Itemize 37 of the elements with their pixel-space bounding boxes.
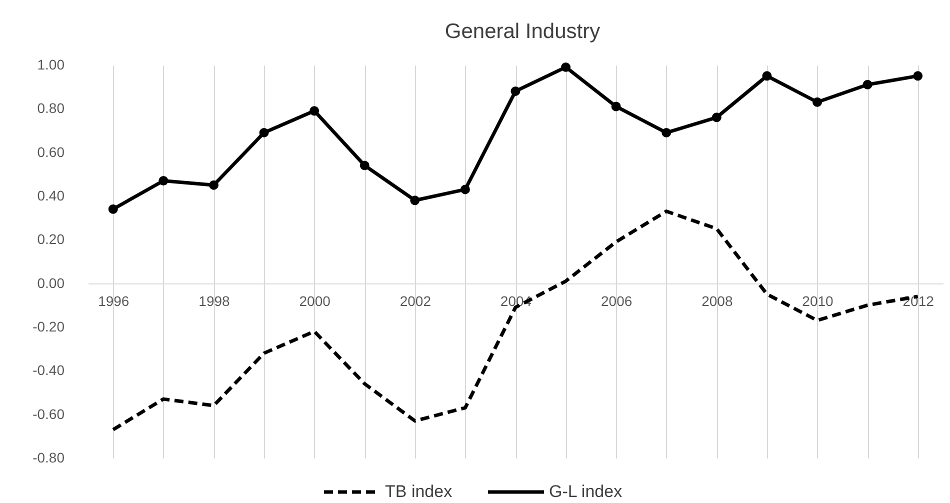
x-tick-label: 2006: [601, 292, 632, 309]
point: [158, 176, 168, 186]
y-tick-label: -0.60: [32, 406, 65, 422]
x-tick-label: 2002: [400, 292, 432, 309]
point: [862, 80, 872, 90]
point: [712, 112, 722, 122]
y-tick-label: -0.40: [32, 362, 65, 378]
y-tick-label: -0.20: [32, 318, 65, 334]
point: [762, 71, 772, 81]
x-tick-label: 1998: [198, 292, 230, 309]
y-tick-label: 0.20: [37, 231, 65, 248]
point: [611, 102, 621, 112]
point: [913, 71, 923, 81]
point: [510, 86, 520, 96]
point: [208, 180, 218, 190]
x-tick-label: 2000: [299, 292, 331, 309]
point: [259, 128, 269, 138]
point: [561, 62, 571, 72]
y-tick-label: 0.80: [37, 100, 65, 116]
chart-title: General Industry: [444, 20, 601, 43]
y-tick-label: 0.00: [37, 274, 65, 291]
point: [812, 97, 822, 107]
y-tick-label: 0.40: [37, 188, 65, 204]
point: [108, 204, 118, 214]
x-tick-label: 2008: [702, 292, 733, 309]
point: [460, 184, 470, 194]
point: [410, 196, 420, 206]
y-tick-label: 0.60: [37, 144, 65, 160]
y-tick-label: -0.80: [32, 450, 65, 466]
legend-label: TB index: [385, 482, 453, 501]
point: [310, 106, 320, 116]
point: [360, 160, 370, 170]
y-tick-label: 1.00: [37, 56, 65, 72]
x-tick-label: 2010: [802, 292, 834, 309]
legend-label: G-L index: [549, 482, 623, 501]
x-tick-label: 1996: [98, 292, 130, 309]
point: [662, 128, 672, 138]
